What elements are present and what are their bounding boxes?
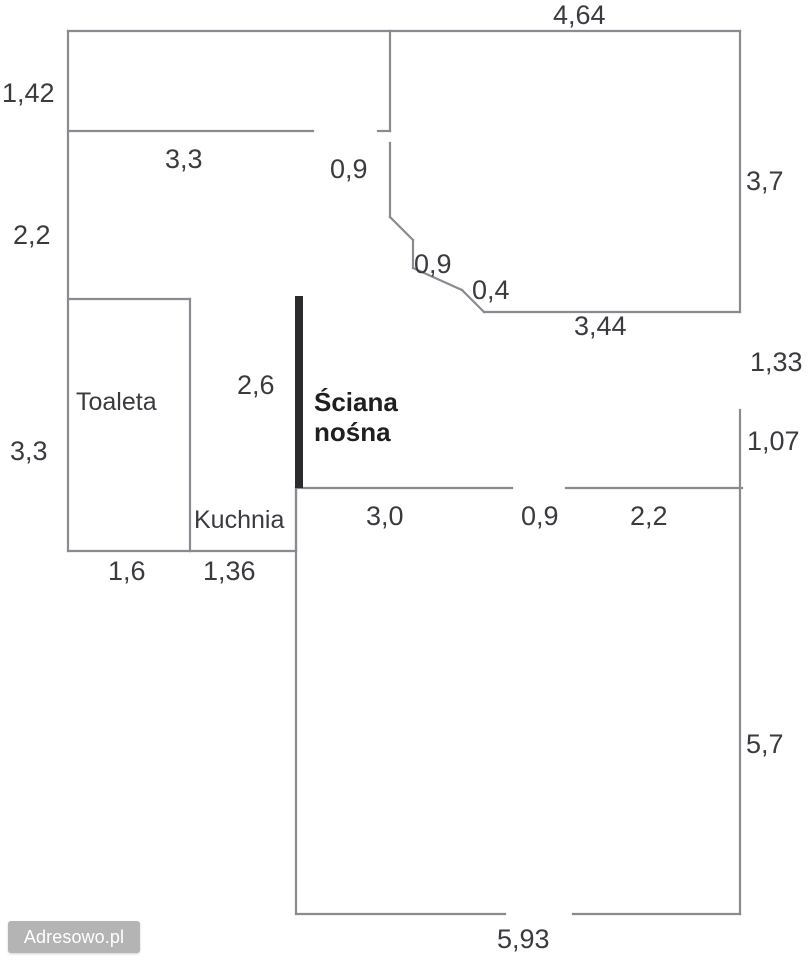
bearing-wall (295, 296, 303, 488)
wall-notch-horizontal (411, 266, 464, 292)
adresowo-watermark: Adresowo.pl (8, 921, 140, 953)
wall-diagonal-upper (388, 215, 415, 242)
wall-diagonal-lower (460, 288, 486, 314)
watermark-text: Adresowo.pl (23, 927, 125, 947)
